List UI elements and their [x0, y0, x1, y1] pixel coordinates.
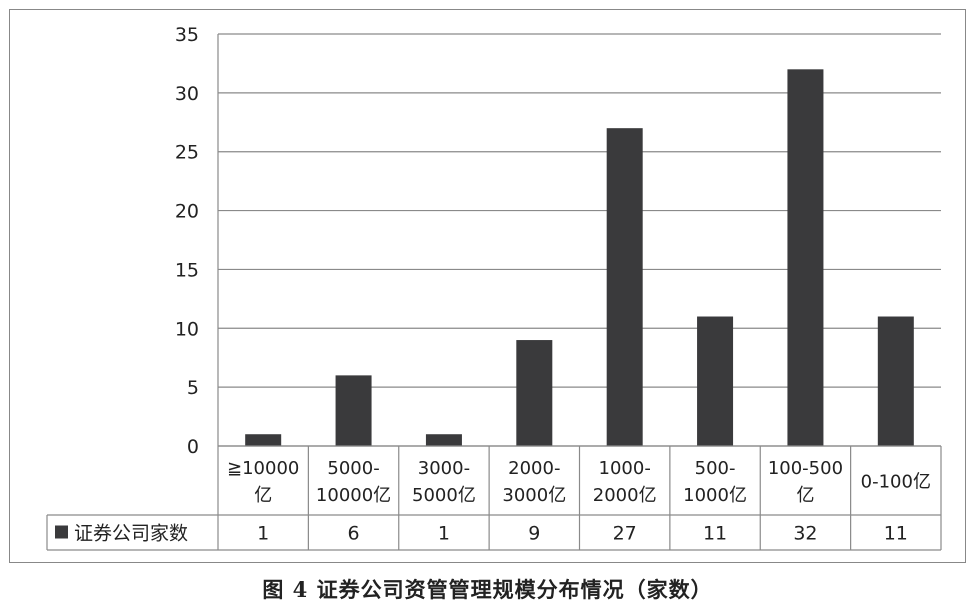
data-value-label: 6 [348, 523, 360, 545]
y-tick-label: 20 [175, 201, 199, 223]
x-tick-label: 100-500 亿 [768, 458, 843, 506]
data-value-label: 27 [613, 523, 637, 545]
bars [245, 69, 914, 447]
x-tick-label: 1000- 2000亿 [593, 458, 657, 506]
x-tick-label: 0-100亿 [861, 472, 931, 493]
bar [606, 128, 643, 446]
y-tick-label: 15 [175, 259, 199, 281]
x-tick-label-line: 10000亿 [316, 485, 391, 506]
x-tick-label: 2000- 3000亿 [502, 458, 566, 506]
x-tick-label-line: 100-500 [768, 458, 843, 479]
data-value-label: 9 [528, 523, 540, 545]
x-tick-label-line: 5000- [327, 458, 379, 479]
x-tick-label-line: 2000亿 [593, 485, 657, 506]
x-tick-label-line: 0-100亿 [861, 472, 931, 493]
x-tick-label-line: 2000- [508, 458, 560, 479]
x-tick-label-line: 500- [695, 458, 736, 479]
y-tick-label: 0 [187, 436, 199, 458]
bar [425, 434, 462, 446]
data-value-label: 11 [884, 523, 908, 545]
data-table: ≧10000 亿5000-10000亿3000-5000亿2000-3000亿10… [46, 445, 942, 551]
data-value-label: 1 [257, 523, 269, 545]
x-tick-label-line: 亿 [796, 485, 814, 506]
bar [335, 375, 372, 446]
y-tick-label: 30 [175, 83, 199, 105]
bar [516, 340, 553, 446]
bar [245, 434, 282, 446]
x-tick-label-line: 1000亿 [683, 485, 747, 506]
y-tick-label: 25 [175, 142, 199, 164]
x-tick-label: 500- 1000亿 [683, 458, 747, 506]
legend-key [55, 525, 68, 539]
x-tick-label-line: 1000- [599, 458, 651, 479]
x-tick-label: 5000- 10000亿 [316, 458, 391, 506]
y-tick-label: 35 [175, 24, 199, 46]
x-tick-label-line: 3000亿 [502, 485, 566, 506]
x-tick-label-line: ≧10000 [227, 458, 299, 479]
x-tick-label-line: 5000亿 [412, 485, 476, 506]
data-value-label: 32 [793, 523, 817, 545]
x-tick-label-line: 3000- [418, 458, 470, 479]
y-tick-label: 10 [175, 318, 199, 340]
y-tick-label: 5 [187, 377, 199, 399]
bar [877, 316, 914, 446]
y-axis-tick-labels: 0 5 10 15 20 25 30 35 [175, 24, 199, 458]
series-name-label: 证券公司家数 [74, 523, 188, 545]
bar [787, 69, 824, 447]
x-tick-label: ≧10000 亿 [227, 458, 299, 506]
x-tick-label-line: 亿 [254, 485, 272, 506]
data-value-label: 1 [438, 523, 450, 545]
figure-caption: 图 4 证券公司资管管理规模分布情况（家数） [262, 577, 713, 602]
x-tick-label: 3000- 5000亿 [412, 458, 476, 506]
bar [697, 316, 734, 446]
data-value-label: 11 [703, 523, 727, 545]
